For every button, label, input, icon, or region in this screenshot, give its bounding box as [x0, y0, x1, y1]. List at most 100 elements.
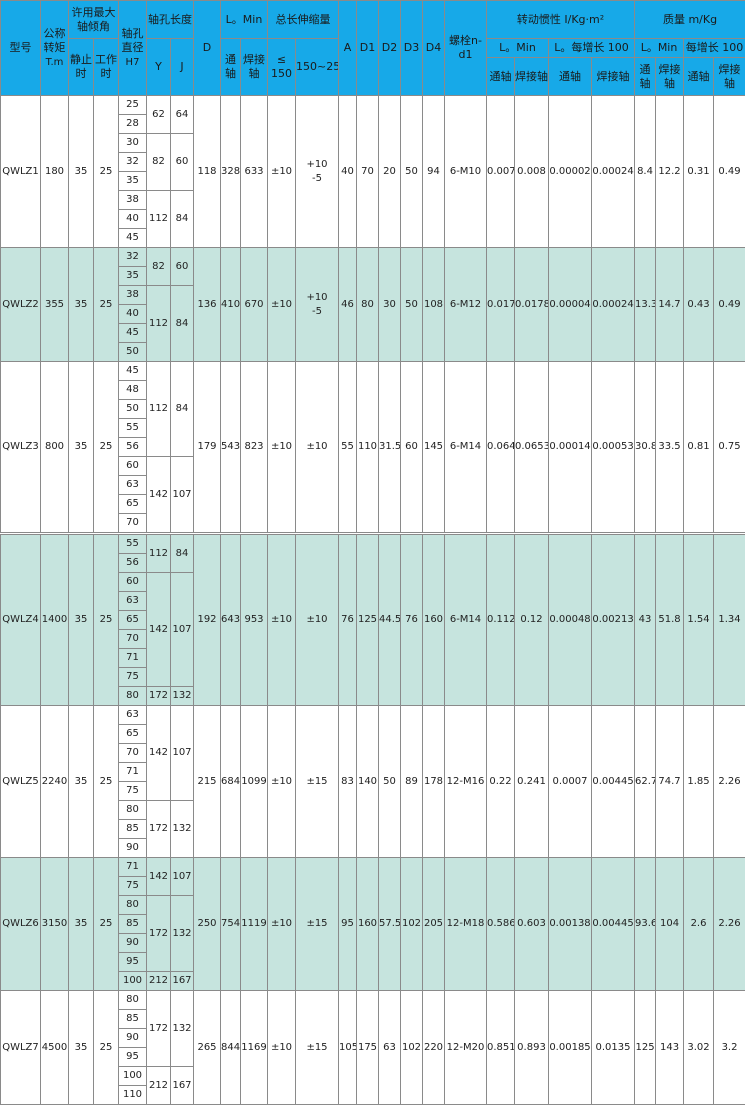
col-bolt: 螺栓n-d1: [444, 0, 487, 96]
table-row: 38 112 84: [1, 190, 745, 248]
y-length-cell: 172: [146, 895, 171, 972]
col-torque: 公称转矩 T.m: [40, 0, 69, 96]
bore-cell: 65: [118, 494, 147, 514]
l0-through-cell: 328: [220, 95, 241, 248]
col-mass-l0-welded: 焊接轴: [655, 57, 685, 96]
static-angle-cell: 35: [68, 705, 94, 858]
d2-cell: 63: [378, 990, 401, 1105]
j-length-cell: 167: [170, 971, 194, 991]
mass-per100-welded-cell: 1.34: [713, 532, 745, 706]
d3-cell: 50: [400, 95, 423, 248]
y-length-cell: 112: [146, 285, 171, 362]
l0-welded-cell: 633: [240, 95, 268, 248]
mass-per100-through-cell: 1.85: [683, 705, 715, 858]
j-length-cell: 167: [170, 1066, 194, 1105]
mass-l0-welded-cell: 14.7: [655, 247, 685, 362]
inertia-l0-through-cell: 0.112: [486, 532, 515, 706]
table-row: 80 172 132: [1, 686, 745, 706]
a-cell: 105: [338, 990, 357, 1105]
col-inertia: 转动惯性 I/Kg·m²: [485, 0, 636, 39]
j-length-cell: 84: [170, 190, 194, 248]
inertia-l0-through-cell: 0.007: [486, 95, 515, 248]
bolt-cell: 12-M18: [444, 857, 487, 991]
bore-cell: 56: [118, 437, 147, 457]
mass-l0-through-cell: 13.3: [634, 247, 657, 362]
table-row: 35: [1, 266, 745, 286]
bore-cell: 65: [118, 610, 147, 630]
d1-cell: 110: [356, 361, 379, 534]
static-angle-cell: 35: [68, 857, 94, 991]
inertia-l0-welded-cell: 0.12: [514, 532, 549, 706]
inertia-per100-welded-cell: 0.00024: [590, 247, 636, 362]
y-length-cell: 212: [146, 1066, 171, 1105]
static-angle-cell: 35: [68, 990, 94, 1105]
col-d3: D3: [400, 0, 423, 96]
mass-per100-welded-cell: 3.2: [713, 990, 745, 1105]
d4-cell: 94: [422, 95, 445, 248]
model-cell: QWLZ2: [0, 247, 41, 362]
bore-cell: 38: [118, 190, 147, 210]
a-cell: 46: [338, 247, 357, 362]
l0-through-cell: 543: [220, 361, 241, 534]
inertia-per100-welded-cell: 0.00445: [590, 857, 636, 991]
bore-cell: 95: [118, 952, 147, 972]
working-angle-cell: 25: [93, 705, 119, 858]
table-row: 75: [1, 781, 745, 801]
d-cell: 136: [193, 247, 221, 362]
stretch-le150-cell: ±10: [267, 95, 296, 248]
y-length-cell: 172: [146, 990, 171, 1067]
table-row: 100 212 167: [1, 1066, 745, 1105]
inertia-l0-through-cell: 0.22: [486, 705, 515, 858]
d1-cell: 125: [356, 532, 379, 706]
col-inertia-l0: L。Min: [486, 38, 549, 58]
table-row: 65: [1, 494, 745, 514]
y-length-cell: 62: [146, 95, 171, 134]
bore-cell: 80: [118, 800, 147, 820]
bore-cell: 40: [118, 304, 147, 324]
inertia-per100-through-cell: 0.00014: [548, 361, 592, 534]
j-length-cell: 132: [170, 990, 194, 1067]
bore-cell: 75: [118, 781, 147, 801]
col-angle: 许用最大轴倾角: [68, 0, 119, 39]
j-length-cell: 60: [170, 133, 194, 191]
table-row: 38 112 84: [1, 285, 745, 362]
stretch-150-250-cell: +10 -5: [295, 95, 339, 248]
col-bore: 轴孔直径 H7: [118, 0, 147, 96]
j-length-cell: 84: [170, 361, 194, 457]
col-j: J: [170, 38, 194, 96]
torque-cell: 2240: [40, 705, 69, 858]
stretch-le150-cell: ±10: [267, 361, 296, 534]
col-inertia-per100-welded: 焊接轴: [590, 57, 636, 96]
mass-per100-through-cell: 0.31: [683, 95, 715, 248]
bore-cell: 32: [118, 247, 147, 267]
bore-cell: 48: [118, 380, 147, 400]
model-cell: QWLZ3: [0, 361, 41, 534]
inertia-per100-through-cell: 0.00002: [548, 95, 592, 248]
col-static: 静止时: [68, 38, 94, 96]
bore-cell: 38: [118, 285, 147, 305]
stretch-150-250-cell: ±10: [295, 361, 339, 534]
static-angle-cell: 35: [68, 247, 94, 362]
mass-per100-through-cell: 3.02: [683, 990, 715, 1105]
bore-cell: 40: [118, 209, 147, 229]
col-le150: ≤ 150: [267, 38, 296, 96]
bore-cell: 45: [118, 228, 147, 248]
model-cell: QWLZ7: [0, 990, 41, 1105]
stretch-150-250-cell: ±15: [295, 857, 339, 991]
stretch-150-250-cell: +10 -5: [295, 247, 339, 362]
col-mass-per100-welded: 焊接轴: [713, 57, 745, 96]
static-angle-cell: 35: [68, 532, 94, 706]
torque-cell: 800: [40, 361, 69, 534]
col-inertia-l0-through: 通轴: [486, 57, 515, 96]
inertia-per100-welded-cell: 0.00213: [590, 532, 636, 706]
j-length-cell: 107: [170, 572, 194, 687]
bore-cell: 71: [118, 648, 147, 668]
col-working: 工作时: [93, 38, 119, 96]
bore-cell: 85: [118, 914, 147, 934]
mass-per100-welded-cell: 0.49: [713, 95, 745, 248]
table-row: QWLZ2 355 35 25 32 82 60 136 410 670 ±10 +10 -5 46 80…: [0, 247, 745, 362]
col-mass: 质量 m/Kg: [634, 0, 745, 39]
d-cell: 265: [193, 990, 221, 1105]
bore-cell: 110: [118, 1085, 147, 1105]
